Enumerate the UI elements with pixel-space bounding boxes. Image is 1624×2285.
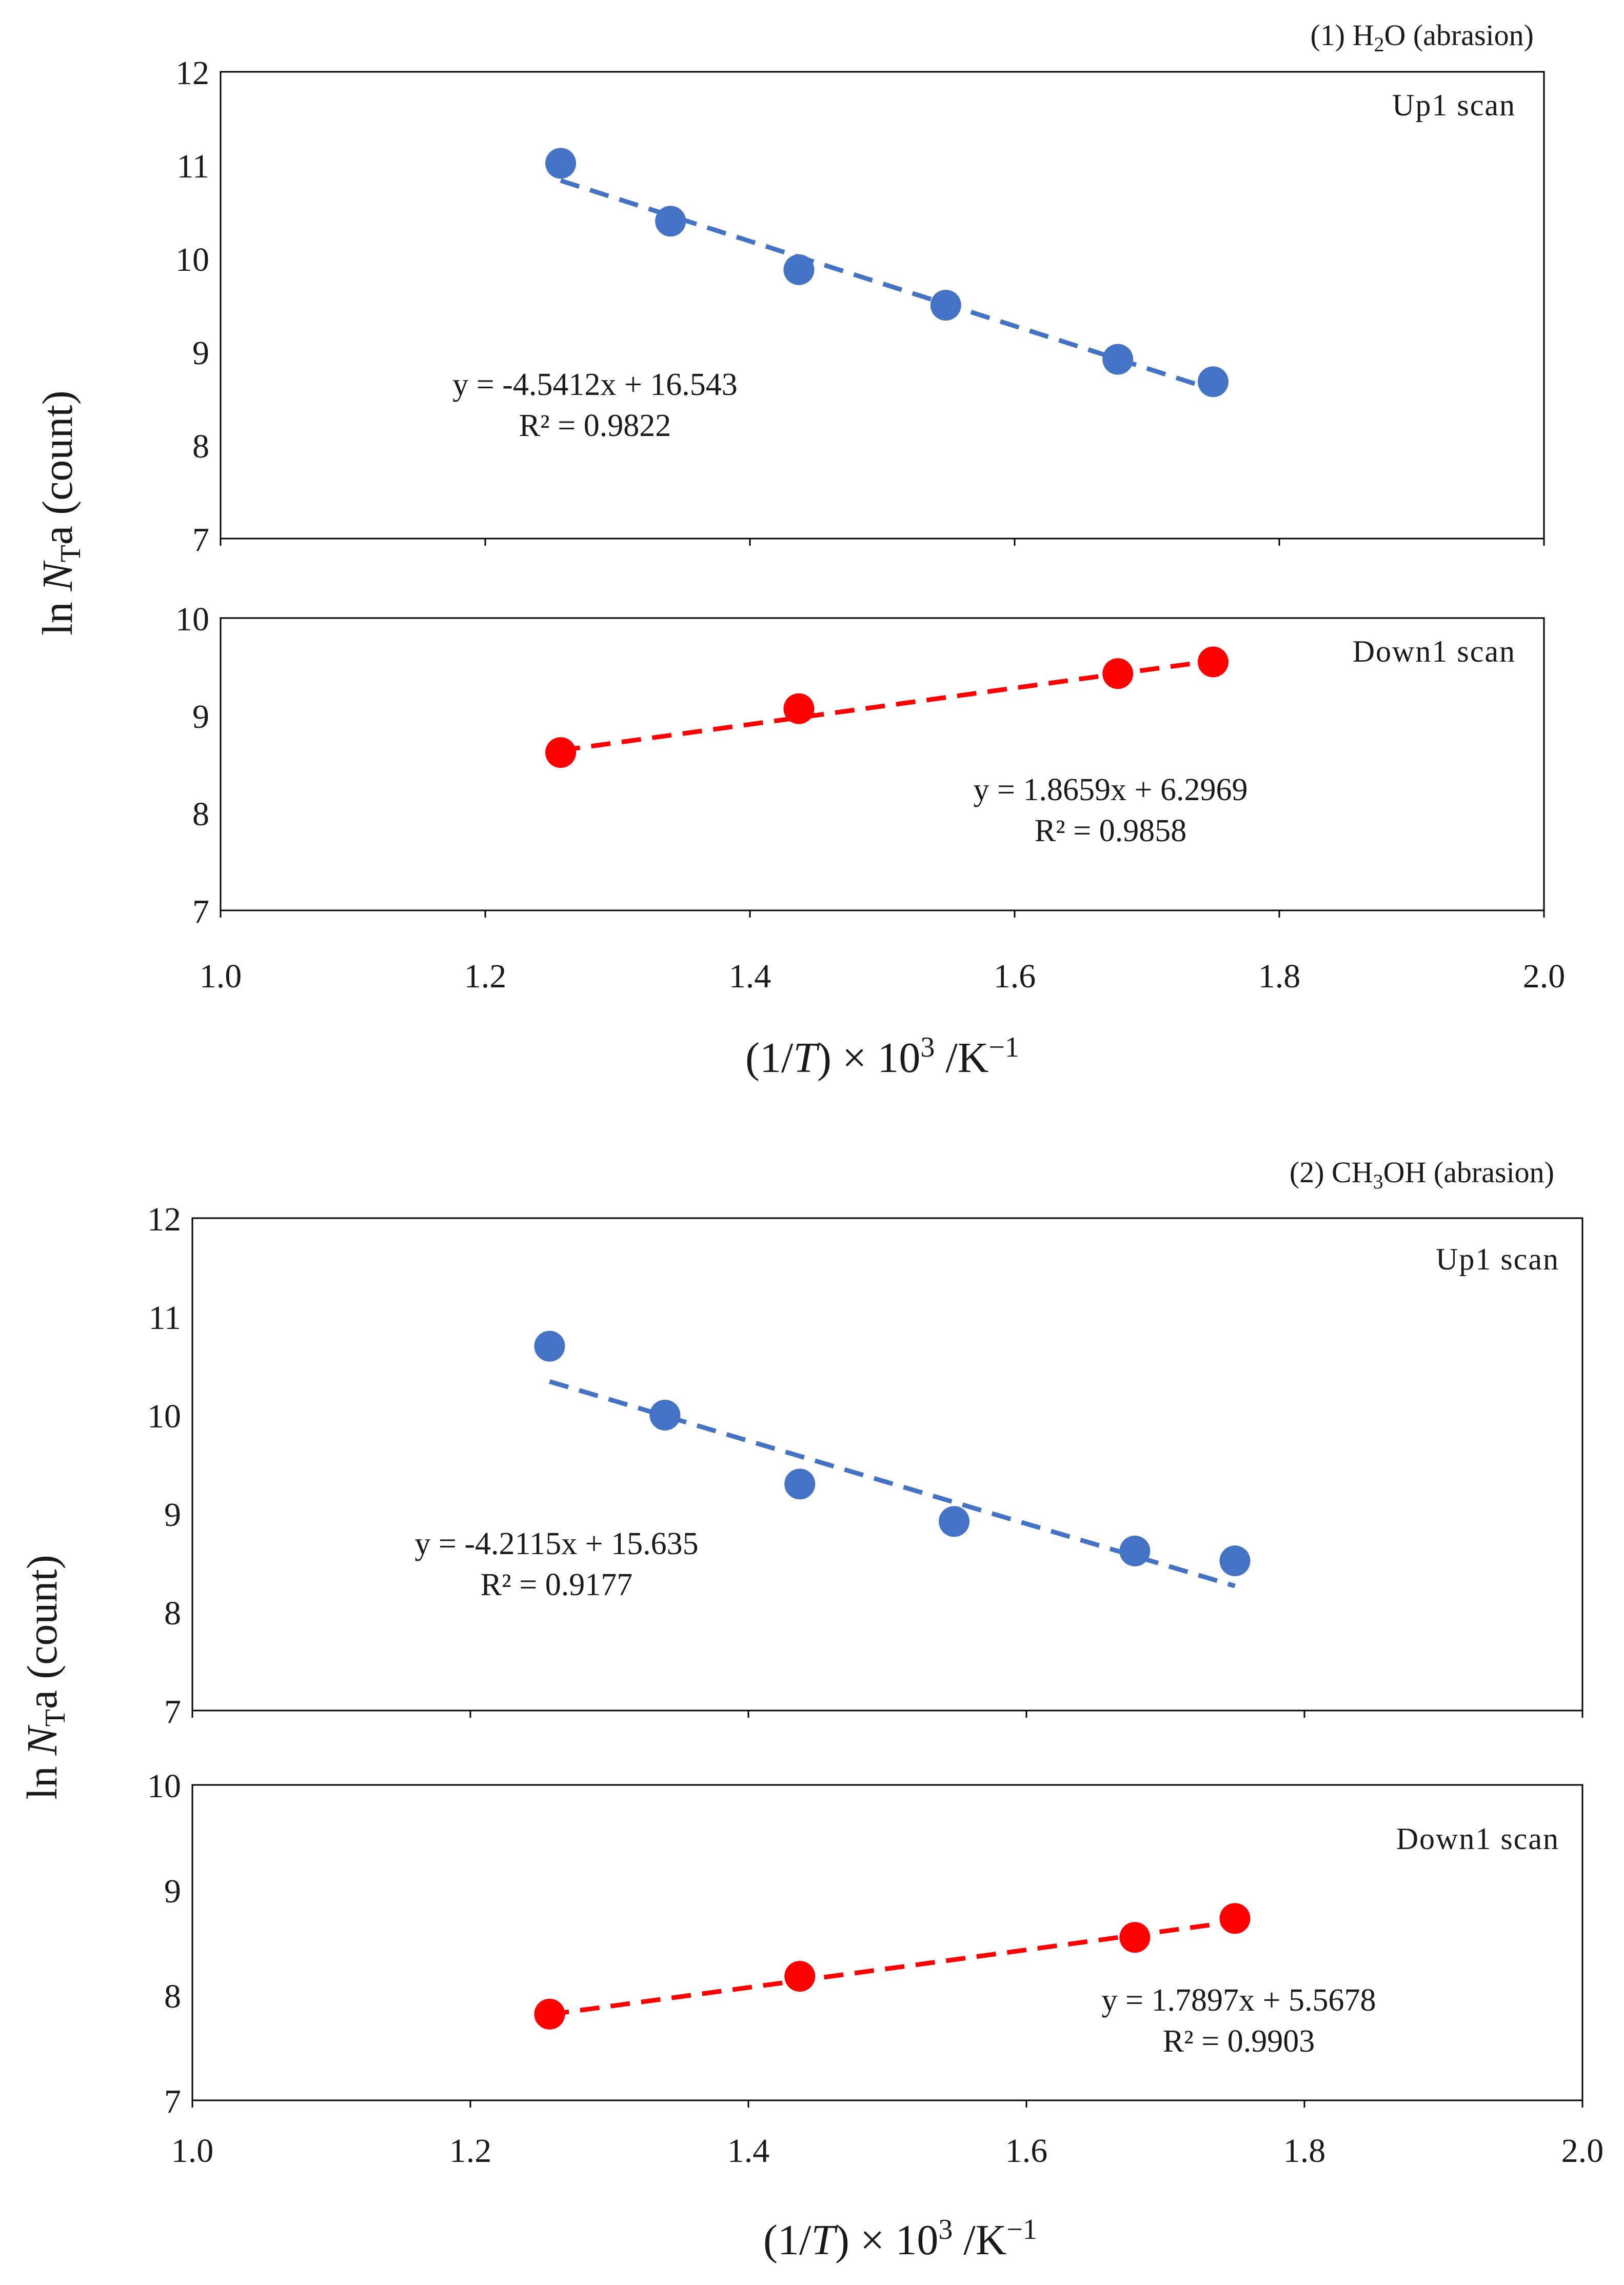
- data-point: [1219, 1903, 1251, 1934]
- y-tick-label: 11: [176, 148, 209, 185]
- x-tick-label: 2.0: [1523, 958, 1566, 995]
- data-point: [1119, 1922, 1151, 1953]
- data-point: [783, 693, 815, 724]
- data-point: [1219, 1545, 1251, 1577]
- r-squared: R² = 0.9822: [519, 408, 671, 443]
- y-tick-label: 10: [147, 1767, 181, 1805]
- data-point: [534, 1998, 565, 2030]
- data-point: [1198, 646, 1229, 678]
- x-tick-label: 1.0: [200, 958, 242, 995]
- scan-label: Down1 scan: [1353, 634, 1516, 668]
- data-point: [1198, 366, 1229, 398]
- y-tick-label: 7: [192, 521, 209, 559]
- trend-equation: y = 1.8659x + 6.2969: [974, 772, 1248, 807]
- plot-area: [191, 1217, 1583, 1712]
- y-tick-label: 7: [164, 2083, 181, 2120]
- data-point: [655, 206, 686, 237]
- panel-title: (1) H2O (abrasion): [1310, 18, 1534, 56]
- x-tick-label: 1.6: [1005, 2132, 1048, 2170]
- y-tick-label: 7: [192, 893, 209, 930]
- plot-area: [191, 1784, 1583, 2101]
- data-point: [784, 1468, 816, 1500]
- y-tick-label: 9: [192, 698, 209, 736]
- x-tick-label: 1.2: [449, 2132, 492, 2170]
- y-tick-label: 10: [175, 601, 209, 638]
- y-tick-label: 8: [192, 428, 209, 465]
- x-tick-label: 1.4: [727, 2132, 770, 2170]
- x-axis-title: (1/T) × 103 /K−1: [763, 2214, 1037, 2264]
- r-squared: R² = 0.9903: [1163, 2024, 1315, 2059]
- scan-label: Up1 scan: [1392, 88, 1516, 122]
- y-tick-label: 9: [164, 1873, 181, 1910]
- data-point: [939, 1506, 970, 1537]
- y-tick-label: 9: [164, 1496, 181, 1534]
- y-tick-label: 11: [148, 1299, 181, 1337]
- data-point: [1119, 1535, 1151, 1566]
- trend-equation: y = -4.5412x + 16.543: [452, 367, 738, 402]
- data-point: [783, 254, 815, 285]
- y-tick-label: 9: [192, 334, 209, 372]
- y-tick-label: 8: [164, 1595, 181, 1632]
- r-squared: R² = 0.9858: [1035, 813, 1186, 848]
- r-squared: R² = 0.9177: [481, 1567, 632, 1602]
- data-point: [545, 737, 577, 768]
- data-point: [545, 148, 577, 179]
- y-tick-label: 10: [175, 241, 209, 279]
- y-tick-label: 12: [147, 1201, 181, 1238]
- y-tick-label: 12: [175, 54, 209, 92]
- y-tick-label: 8: [192, 796, 209, 833]
- data-point: [534, 1330, 565, 1362]
- x-tick-label: 1.6: [994, 958, 1036, 995]
- x-tick-label: 1.0: [171, 2132, 214, 2170]
- data-point: [930, 290, 961, 321]
- plot-area: [220, 617, 1545, 911]
- x-tick-label: 1.8: [1258, 958, 1301, 995]
- data-point: [649, 1400, 681, 1430]
- scan-label: Down1 scan: [1396, 1822, 1559, 1856]
- trend-equation: y = 1.7897x + 5.5678: [1102, 1983, 1376, 2018]
- trendline: [549, 1919, 1236, 2017]
- trendline: [560, 658, 1214, 753]
- x-axis-title: (1/T) × 103 /K−1: [745, 1031, 1019, 1082]
- y-tick-label: 10: [147, 1398, 181, 1435]
- scan-label: Up1 scan: [1436, 1242, 1559, 1276]
- x-tick-label: 1.4: [729, 958, 771, 995]
- plot-area: [220, 71, 1545, 540]
- y-tick-label: 8: [164, 1978, 181, 2015]
- x-tick-label: 1.8: [1283, 2132, 1326, 2170]
- data-point: [784, 1961, 816, 1992]
- y-axis-title: ln NTa (count): [18, 1555, 71, 1799]
- trend-equation: y = -4.2115x + 15.635: [414, 1526, 698, 1561]
- panel-title: (2) CH3OH (abrasion): [1290, 1156, 1554, 1193]
- y-axis-title: ln NTa (count): [34, 390, 87, 635]
- y-tick-label: 7: [164, 1693, 181, 1731]
- data-point: [1102, 658, 1134, 689]
- data-point: [1102, 344, 1134, 375]
- x-tick-label: 1.2: [464, 958, 507, 995]
- x-tick-label: 2.0: [1561, 2132, 1604, 2170]
